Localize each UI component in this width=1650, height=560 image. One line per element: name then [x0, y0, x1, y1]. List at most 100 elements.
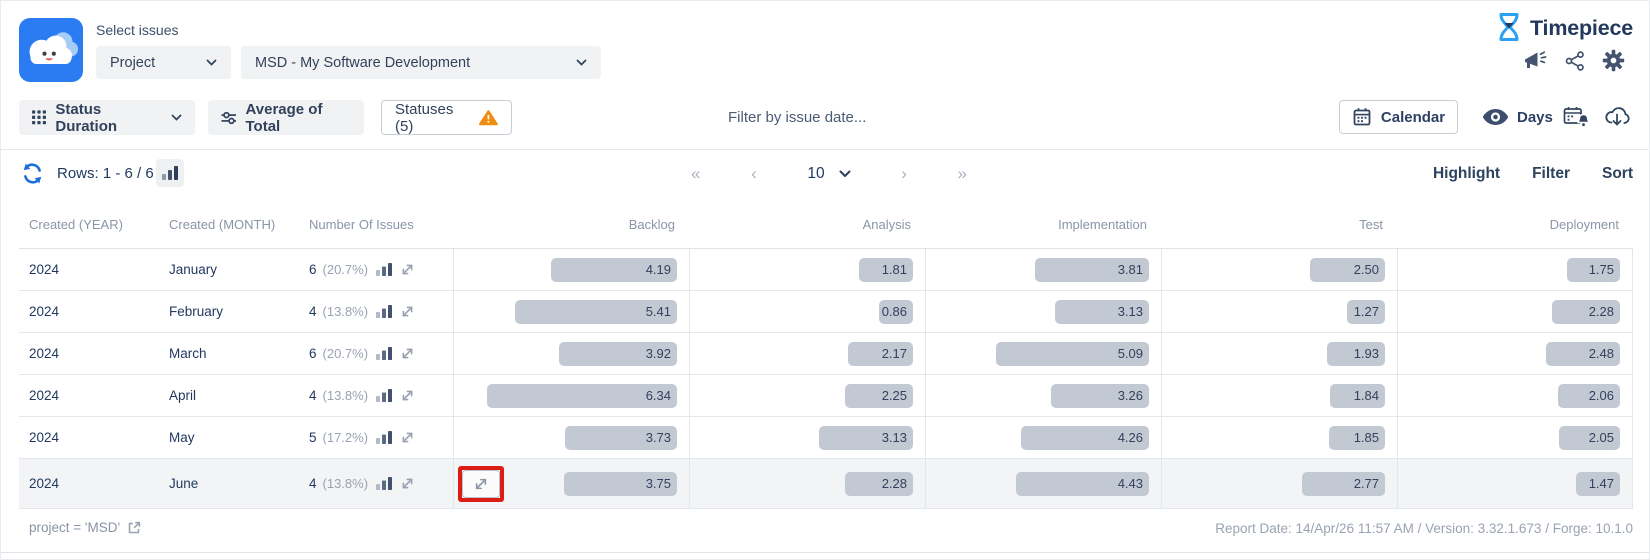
days-unit-toggle[interactable]: Days: [1482, 100, 1553, 134]
announcements-icon[interactable]: [1523, 50, 1548, 71]
row-chart-icon[interactable]: [376, 263, 393, 276]
row-chart-icon[interactable]: [376, 389, 393, 402]
calendar-button[interactable]: Calendar: [1339, 100, 1458, 134]
export-cloud-download-icon[interactable]: [1603, 105, 1631, 127]
highlight-box: [458, 465, 504, 502]
average-of-total-button[interactable]: Average of Total: [208, 100, 364, 135]
column-header-analysis[interactable]: Analysis: [862, 217, 911, 232]
chart-view-button[interactable]: [156, 159, 184, 187]
implementation-cell: 3.81: [925, 249, 1161, 290]
implementation-cell: 4.43: [925, 459, 1161, 508]
year-cell: 2024: [29, 262, 60, 277]
column-header-deployment[interactable]: Deployment: [1549, 217, 1619, 232]
page-size-value: 10: [807, 165, 825, 182]
row-chart-icon[interactable]: [376, 477, 393, 490]
refresh-icon[interactable]: [21, 162, 44, 185]
year-cell: 2024: [29, 346, 60, 361]
scope-dropdown[interactable]: Project: [96, 46, 231, 79]
analysis-cell: 2.25: [689, 375, 925, 416]
table-row: 2024 January 6 (20.7%) 4.19 1.81 3.81 2.…: [19, 249, 1633, 291]
row-expand-icon[interactable]: [400, 388, 415, 403]
column-header-implementation[interactable]: Implementation: [1058, 217, 1147, 232]
project-dropdown[interactable]: MSD - My Software Development: [241, 46, 601, 79]
row-chart-icon[interactable]: [376, 305, 393, 318]
deployment-cell: 2.05: [1397, 417, 1633, 458]
last-page-button[interactable]: »: [957, 164, 967, 183]
statuses-button[interactable]: Statuses (5): [381, 100, 512, 135]
column-header-created-year[interactable]: Created (YEAR): [29, 217, 123, 232]
page-bottom-divider: [1, 552, 1649, 553]
settings-gear-icon[interactable]: [1602, 49, 1625, 72]
issues-cell: 4 (13.8%): [299, 476, 453, 491]
sort-action[interactable]: Sort: [1602, 165, 1633, 182]
project-dropdown-value: MSD - My Software Development: [255, 54, 471, 71]
row-chart-icon[interactable]: [376, 347, 393, 360]
month-cell: February: [169, 304, 224, 319]
duration-bar: 4.19: [551, 257, 677, 282]
duration-bar: 1.93: [1327, 341, 1385, 366]
backlog-cell: 3.75: [453, 459, 689, 508]
issues-cell: 4 (13.8%): [299, 388, 453, 403]
deployment-cell: 2.06: [1397, 375, 1633, 416]
column-header-created-month[interactable]: Created (MONTH): [169, 217, 276, 232]
duration-bar: 6.34: [487, 383, 677, 408]
brand-name: Timepiece: [1530, 15, 1633, 40]
duration-bar: 3.26: [1051, 383, 1149, 408]
bar-chart-icon: [162, 166, 178, 180]
backlog-cell: 5.41: [453, 291, 689, 332]
backlog-cell: 6.34: [453, 375, 689, 416]
issue-percent: (20.7%): [322, 262, 369, 277]
year-cell: 2024: [29, 476, 60, 491]
report-type-label: Status Duration: [55, 100, 118, 135]
cloud-face-icon: [29, 32, 79, 64]
status-duration-table: Created (YEAR) Created (MONTH) Number Of…: [19, 201, 1633, 509]
share-icon[interactable]: [1565, 50, 1585, 71]
calendar-icon: [1353, 108, 1371, 126]
year-cell: 2024: [29, 430, 60, 445]
backlog-cell: 3.73: [453, 417, 689, 458]
table-row: 2024 February 4 (13.8%) 5.41 0.86 3.13 1…: [19, 291, 1633, 333]
row-expand-icon[interactable]: [400, 476, 415, 491]
jql-query[interactable]: project = 'MSD': [29, 520, 141, 535]
issue-date-filter[interactable]: Filter by issue date...: [728, 109, 867, 126]
duration-bar: 3.75: [564, 471, 677, 496]
column-header-backlog[interactable]: Backlog: [628, 217, 675, 232]
month-cell: January: [169, 262, 218, 277]
analysis-cell: 2.17: [689, 333, 925, 374]
year-cell: 2024: [29, 304, 60, 319]
toolbar-divider: [1, 149, 1649, 150]
duration-bar: 5.41: [515, 299, 677, 324]
next-page-button[interactable]: ›: [901, 164, 907, 183]
row-expand-icon[interactable]: [400, 346, 415, 361]
first-page-button[interactable]: «: [691, 164, 701, 183]
column-header-number-of-issues[interactable]: Number Of Issues: [309, 217, 414, 232]
duration-bar: 2.48: [1546, 341, 1620, 366]
test-cell: 2.77: [1161, 459, 1397, 508]
prev-page-button[interactable]: ‹: [751, 164, 757, 183]
highlight-action[interactable]: Highlight: [1432, 165, 1501, 182]
issue-count: 6: [309, 262, 317, 277]
calendar-notification-icon[interactable]: [1563, 105, 1590, 128]
row-expand-icon[interactable]: [400, 262, 415, 277]
test-cell: 1.84: [1161, 375, 1397, 416]
select-issues-label: Select issues: [96, 22, 179, 38]
external-link-icon: [128, 521, 141, 533]
column-header-test[interactable]: Test: [1359, 217, 1383, 232]
issue-count: 6: [309, 346, 317, 361]
page-size-dropdown[interactable]: 10: [807, 165, 851, 183]
duration-bar: 2.05: [1559, 425, 1620, 450]
calendar-button-label: Calendar: [1380, 108, 1446, 126]
duration-bar: 1.47: [1576, 471, 1620, 496]
duration-bar: 2.28: [845, 471, 913, 496]
deployment-cell: 1.47: [1397, 459, 1633, 508]
row-expand-icon[interactable]: [400, 304, 415, 319]
expand-row-button[interactable]: [462, 469, 500, 498]
average-of-total-label: Average of Total: [245, 100, 323, 135]
report-type-dropdown[interactable]: Status Duration: [19, 100, 195, 135]
issue-count: 4: [309, 476, 317, 491]
chevron-down-icon: [839, 170, 851, 178]
row-chart-icon[interactable]: [376, 431, 393, 444]
filter-action[interactable]: Filter: [1532, 165, 1570, 182]
row-expand-icon[interactable]: [400, 430, 415, 445]
test-cell: 2.50: [1161, 249, 1397, 290]
